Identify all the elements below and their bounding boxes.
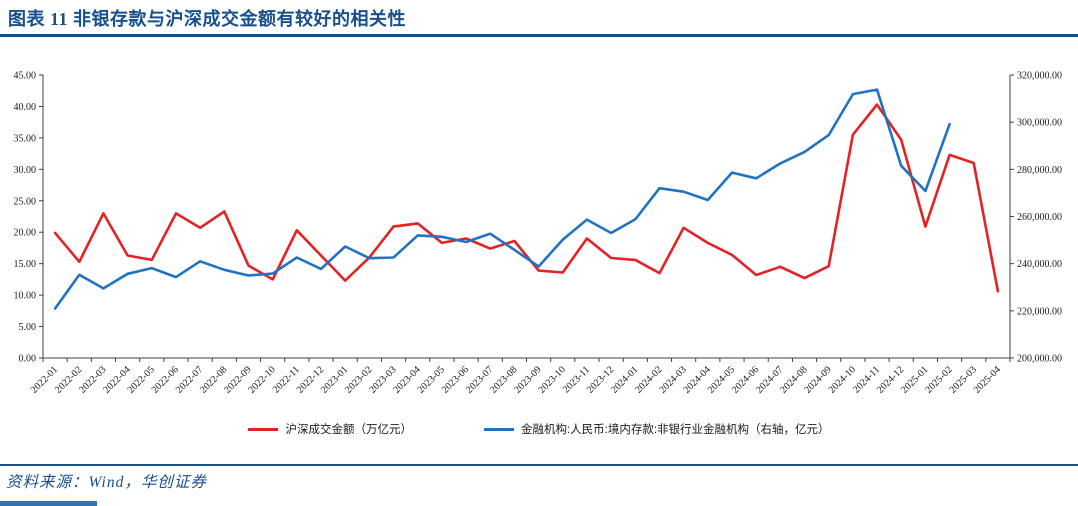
svg-text:260,000.00: 260,000.00 bbox=[1017, 212, 1062, 223]
svg-text:45.00: 45.00 bbox=[14, 71, 37, 82]
svg-text:40.00: 40.00 bbox=[14, 102, 37, 113]
svg-text:320,000.00: 320,000.00 bbox=[1017, 71, 1062, 82]
legend-item-nonbank-deposits: 金融机构:人民币:境内存款:非银行业金融机构（右轴，亿元） bbox=[483, 421, 830, 437]
svg-text:200,000.00: 200,000.00 bbox=[1017, 354, 1062, 365]
svg-text:10.00: 10.00 bbox=[14, 291, 37, 302]
svg-text:30.00: 30.00 bbox=[14, 165, 37, 176]
title-divider bbox=[0, 34, 1078, 37]
svg-text:240,000.00: 240,000.00 bbox=[1017, 259, 1062, 270]
chart-area: 0.00 5.00 10.00 15.00 20.00 25.00 30.00 35.00 40… bbox=[0, 36, 1078, 420]
blue-line-swatch bbox=[483, 427, 514, 431]
svg-text:0.00: 0.00 bbox=[19, 354, 37, 365]
chart-legend: 沪深成交金额（万亿元） 金融机构:人民币:境内存款:非银行业金融机构（右轴，亿元… bbox=[0, 421, 1078, 437]
figure-title: 图表 11 非银存款与沪深成交金额有较好的相关性 bbox=[8, 9, 407, 29]
legend-item-turnover: 沪深成交金额（万亿元） bbox=[248, 421, 412, 437]
svg-text:220,000.00: 220,000.00 bbox=[1017, 306, 1062, 317]
svg-text:300,000.00: 300,000.00 bbox=[1017, 118, 1062, 129]
svg-text:15.00: 15.00 bbox=[14, 259, 37, 270]
svg-text:280,000.00: 280,000.00 bbox=[1017, 165, 1062, 176]
legend-label-turnover: 沪深成交金额（万亿元） bbox=[285, 424, 412, 436]
legend-label-nonbank-deposits: 金融机构:人民币:境内存款:非银行业金融机构（右轴，亿元） bbox=[520, 424, 830, 436]
svg-text:2025-04: 2025-04 bbox=[972, 364, 1003, 395]
red-line-swatch bbox=[248, 427, 279, 431]
svg-text:25.00: 25.00 bbox=[14, 196, 37, 207]
footer-divider bbox=[0, 464, 1078, 466]
svg-text:20.00: 20.00 bbox=[14, 228, 37, 239]
data-source: 资料来源：Wind，华创证券 bbox=[6, 474, 207, 491]
page-footer-bar bbox=[0, 501, 97, 506]
line-chart: 0.00 5.00 10.00 15.00 20.00 25.00 30.00 35.00 40… bbox=[14, 71, 1063, 396]
svg-text:5.00: 5.00 bbox=[19, 322, 37, 333]
svg-text:35.00: 35.00 bbox=[14, 133, 37, 144]
